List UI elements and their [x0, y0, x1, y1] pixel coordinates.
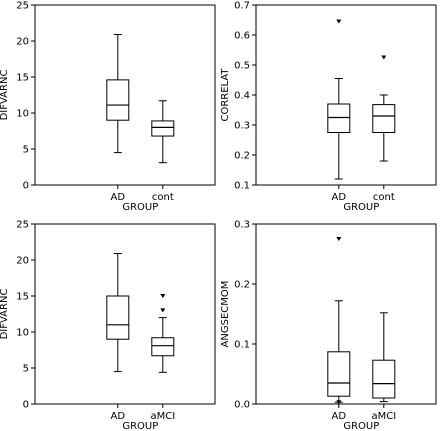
- box-AD: [106, 34, 130, 154]
- box-AD: [327, 19, 351, 180]
- y-tick-label: 20: [16, 37, 29, 48]
- box-aMCI: [151, 294, 175, 373]
- y-tick-label: 0.6: [234, 31, 250, 42]
- box-aMCI: [372, 312, 396, 403]
- iqr-box: [106, 79, 130, 121]
- outlier-point: [336, 237, 342, 241]
- y-tick-label: 0.1: [234, 181, 250, 192]
- y-tick-label: 0.0: [234, 400, 250, 411]
- y-tick-label: 5: [23, 364, 29, 375]
- x-tick-label: AD: [332, 411, 347, 422]
- y-tick-label: 25: [16, 1, 29, 12]
- x-tick-label: cont: [152, 192, 174, 203]
- x-tick-label: aMCI: [371, 411, 396, 422]
- iqr-box: [327, 351, 351, 397]
- y-tick-label: 0: [23, 181, 29, 192]
- x-tick-label: AD: [111, 192, 126, 203]
- box-cont: [151, 100, 175, 164]
- y-tick-label: 0.2: [234, 151, 250, 162]
- y-tick-label: 20: [16, 256, 29, 267]
- plot-frame: [255, 223, 437, 405]
- x-axis-title: GROUP: [122, 421, 158, 431]
- iqr-box: [151, 337, 175, 357]
- iqr-box: [327, 103, 351, 133]
- outlier-point: [160, 294, 166, 298]
- y-tick-label: 0.3: [234, 220, 250, 231]
- y-axis-title: DIFVARNC: [0, 70, 10, 121]
- x-axis-title: GROUP: [122, 202, 158, 213]
- y-tick-label: 0.1: [234, 340, 250, 351]
- iqr-box: [372, 104, 396, 133]
- plot-frame: [255, 4, 437, 186]
- x-axis-title: GROUP: [343, 202, 379, 213]
- x-tick-label: AD: [111, 411, 126, 422]
- x-tick-label: AD: [332, 192, 347, 203]
- outlier-point: [336, 400, 342, 405]
- iqr-box: [151, 120, 175, 137]
- iqr-box: [106, 295, 130, 340]
- outlier-point: [336, 19, 342, 24]
- y-tick-label: 0.3: [234, 121, 250, 132]
- y-tick-label: 0.5: [234, 61, 250, 72]
- outlier-point: [381, 55, 387, 60]
- x-tick-label: cont: [373, 192, 395, 203]
- y-tick-label: 15: [16, 292, 29, 303]
- y-axis-title: DIFVARNC: [0, 289, 10, 340]
- x-tick-label: aMCI: [150, 411, 175, 422]
- iqr-box: [372, 359, 396, 399]
- plot-frame: [34, 223, 216, 405]
- plot-frame: [34, 4, 216, 186]
- y-axis-title: ANGSECMOM: [220, 281, 231, 348]
- y-tick-label: 0.2: [234, 280, 250, 291]
- x-axis-title: GROUP: [343, 421, 379, 431]
- box-cont: [372, 55, 396, 162]
- box-AD: [327, 237, 351, 405]
- y-tick-label: 10: [16, 109, 29, 120]
- y-tick-label: 10: [16, 328, 29, 339]
- y-tick-label: 15: [16, 73, 29, 84]
- y-tick-label: 0.7: [234, 1, 250, 12]
- y-tick-label: 25: [16, 220, 29, 231]
- y-tick-label: 5: [23, 145, 29, 156]
- outlier-point: [160, 308, 166, 313]
- y-tick-label: 0: [23, 400, 29, 411]
- y-tick-label: 0.4: [234, 91, 250, 102]
- box-AD: [106, 253, 130, 373]
- y-axis-title: CORRELAT: [220, 68, 231, 122]
